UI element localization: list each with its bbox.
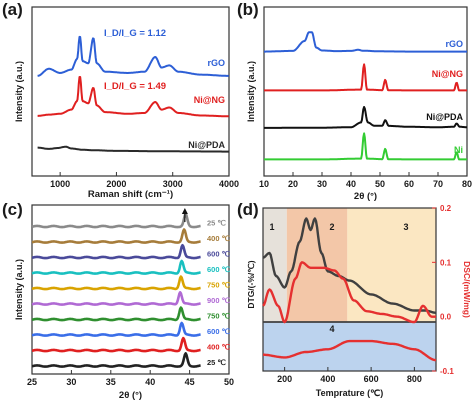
panel-d-series-0 <box>262 217 437 314</box>
panel-d-series-3 <box>262 339 437 362</box>
panel-b-frame <box>263 6 468 177</box>
panel-c-xaxis-ticklabel-0: 25 <box>27 377 37 387</box>
panel-b-xaxis-ticklabel-4: 50 <box>375 179 385 189</box>
panel-c-series-label-0: 25 ℃ <box>207 219 226 228</box>
panel-d-ylabel: DTG/(-%/℃) <box>246 260 256 308</box>
panel-d-region-3 <box>263 322 436 371</box>
panel-a-xaxis-ticklabel-3: 4000 <box>219 179 239 189</box>
panel-b-xaxis-ticklabel-6: 70 <box>433 179 443 189</box>
panel-b-series-3 <box>263 132 468 161</box>
panel-a-series-label-0: rGO <box>207 58 225 68</box>
panel-a-annotation-0: I_D/I_G = 1.12 <box>104 28 166 39</box>
panel-a-xlabel: Raman shift (cm⁻¹) <box>88 189 173 200</box>
panel-a-ylabel: Intensity (a.u.) <box>14 61 24 122</box>
panel-c-xaxis-ticklabel-3: 40 <box>145 377 155 387</box>
panel-b-series-2 <box>263 106 468 129</box>
panel-c-series-2 <box>31 244 202 260</box>
panel-b-xaxis-ticklabel-1: 20 <box>288 179 298 189</box>
panel-d-xaxis-ticklabel-2: 600 <box>364 374 379 384</box>
panel-a-frame <box>31 6 230 177</box>
panel-c-series-0 <box>31 212 202 229</box>
panel-c-series-label-1: 400 ℃ <box>207 234 231 243</box>
panel-d-region-label-1: 2 <box>329 222 334 232</box>
panel-c-ylabel: Intensity (a.u.) <box>14 259 24 320</box>
panel-c-series-label-5: 900 ℃ <box>207 296 231 305</box>
panel-c-xaxis-ticklabel-1: 30 <box>66 377 76 387</box>
panel-a-xaxis-ticklabel-2: 3000 <box>163 179 183 189</box>
panel-letter-d: (d) <box>237 200 259 219</box>
panel-c-series-label-8: 400 ℃ <box>207 343 231 352</box>
panel-b-series-label-0: rGO <box>445 39 463 49</box>
panel-c-frame <box>31 204 230 375</box>
panel-d-y2ticklabel-1: 0.1 <box>440 258 452 267</box>
panel-a-series-0 <box>37 35 230 77</box>
panel-d-frame <box>262 207 437 372</box>
panel-c-series-8 <box>31 336 202 353</box>
panel-c-series-5 <box>31 291 202 306</box>
panel-d-ylabel-right: DSC/(mW/mg) <box>462 261 472 318</box>
panel-c-series-4 <box>31 275 202 291</box>
panel-c-xaxis-ticklabel-5: 50 <box>224 377 234 387</box>
panel-b-xlabel: 2θ (°) <box>354 191 377 202</box>
panel-d-series-2 <box>262 261 437 324</box>
panel-d-y2ticklabel-0: 0.2 <box>440 204 452 213</box>
panel-c-xlabel: 2θ (°) <box>119 390 142 401</box>
panel-b-series-label-2: Ni@PDA <box>426 112 463 122</box>
panel-a-xaxis-ticklabel-0: 1000 <box>50 179 70 189</box>
panel-c-series-7 <box>31 321 202 337</box>
panel-c-series-label-2: 600 ℃ <box>207 250 231 259</box>
panel-c-series-label-4: 750 ℃ <box>207 281 231 290</box>
panel-c-xaxis-ticklabel-2: 35 <box>106 377 116 387</box>
panel-b-xaxis-ticklabel-5: 60 <box>404 179 414 189</box>
panel-d-region-0 <box>263 208 287 322</box>
panel-c-series-6 <box>31 306 202 322</box>
panel-b-xaxis-ticklabel-0: 10 <box>259 179 269 189</box>
panel-c-series-label-3: 600 ℃ <box>207 265 231 274</box>
panel-c-series-label-6: 750 ℃ <box>207 312 231 321</box>
panel-c-series-1 <box>31 228 202 244</box>
panel-d-y2ticklabel-2: 0.0 <box>440 313 452 322</box>
panel-b-series-label-3: Ni <box>454 145 463 155</box>
panel-d-y2ticklabel-3: -0.1 <box>440 367 454 376</box>
panel-a-series-label-2: Ni@PDA <box>188 140 225 150</box>
panel-b-series-label-1: Ni@NG <box>432 69 463 79</box>
panel-a-series-2 <box>37 145 230 153</box>
panel-b-ylabel: Intensity (a.u.) <box>246 61 256 122</box>
panel-letter-b: (b) <box>237 0 259 19</box>
panel-b-xaxis-ticklabel-7: 80 <box>462 179 472 189</box>
panel-d-xaxis-ticklabel-0: 200 <box>277 374 292 384</box>
panel-d-region-label-3: 4 <box>329 324 334 334</box>
panel-c-series-9 <box>31 352 202 368</box>
panel-d-region-label-2: 3 <box>403 222 408 232</box>
panel-d-xlabel: Temprature (℃) <box>316 388 383 398</box>
panel-c-series-label-7: 600 ℃ <box>207 327 231 336</box>
panel-d-xaxis-ticklabel-1: 400 <box>320 374 335 384</box>
panel-letter-a: (a) <box>2 0 23 19</box>
panel-d-xaxis-ticklabel-3: 800 <box>407 374 422 384</box>
panel-b-series-0 <box>263 31 468 53</box>
panel-b-xaxis-ticklabel-2: 30 <box>317 179 327 189</box>
panel-c-xaxis-ticklabel-4: 45 <box>185 377 195 387</box>
panel-a-series-label-1: Ni@NG <box>194 95 225 105</box>
panel-b-xaxis-ticklabel-3: 40 <box>346 179 356 189</box>
panel-c-series-label-9: 25 ℃ <box>207 358 226 367</box>
panel-b-series-1 <box>263 63 468 92</box>
panel-a-annotation-1: I_D/I_G = 1.49 <box>104 81 166 92</box>
panel-a-series-1 <box>37 76 230 118</box>
panel-c-series-3 <box>31 259 202 275</box>
panel-d-region-label-0: 1 <box>269 222 274 232</box>
panel-letter-c: (c) <box>2 200 23 219</box>
panel-a-xaxis-ticklabel-1: 2000 <box>106 179 126 189</box>
panel-c-arrow-head <box>181 208 188 214</box>
